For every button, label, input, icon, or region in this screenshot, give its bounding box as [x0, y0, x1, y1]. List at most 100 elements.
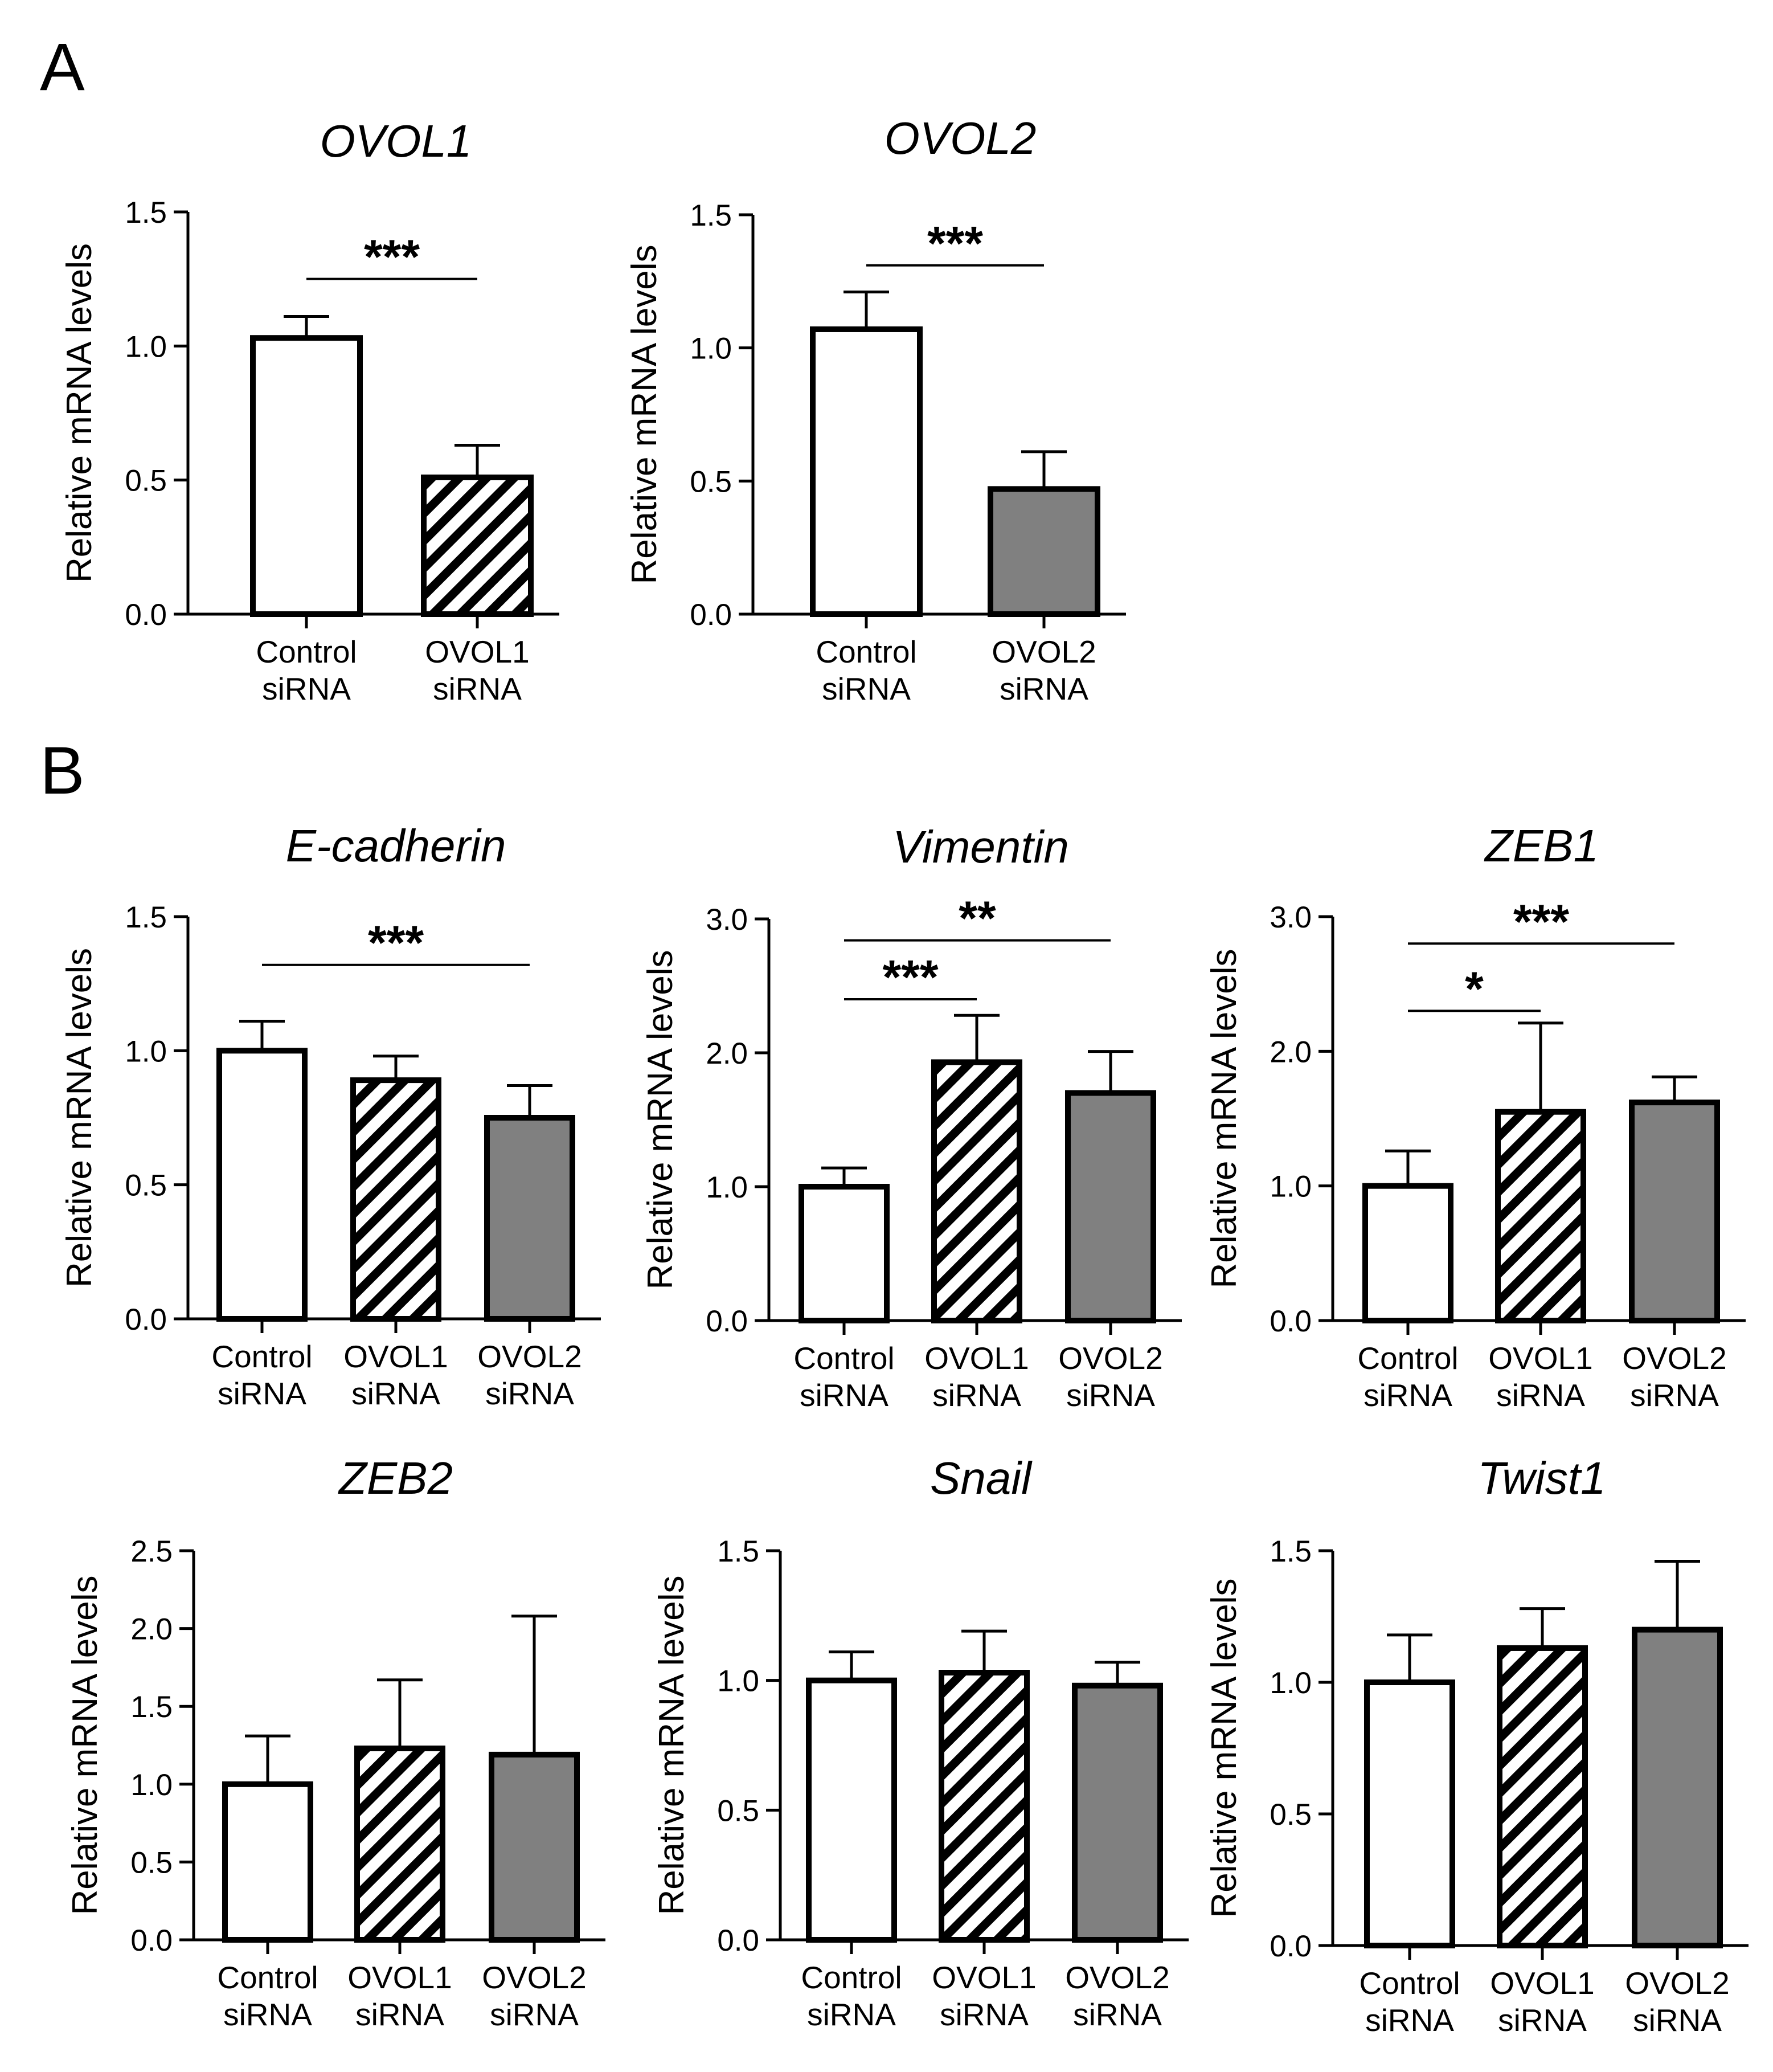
y-axis-label: Relative mRNA levels [625, 244, 664, 584]
x-tick-label: siRNA [351, 1376, 440, 1411]
significance-label: *** [927, 216, 983, 270]
significance-label: *** [882, 950, 938, 1004]
x-tick-label: siRNA [1066, 1378, 1155, 1413]
y-tick-label: 1.0 [690, 332, 732, 366]
bar [1065, 1090, 1156, 1323]
chart-zeb2: ZEB2 Relative mRNA levels 0.0 0.5 1.0 1.5 2.0 2… [65, 1453, 605, 2032]
x-tick-label: OVOL2 [482, 1960, 586, 1995]
bar [1072, 1682, 1163, 1943]
x-tick-label: Control [793, 1341, 894, 1376]
x-tick-label: OVOL1 [924, 1341, 1029, 1376]
y-tick-label: 0.5 [717, 1794, 759, 1828]
bar [222, 1781, 313, 1943]
y-axis-label: Relative mRNA levels [60, 243, 99, 583]
x-tick-label: Control [801, 1960, 902, 1995]
y-tick-label: 0.5 [1270, 1798, 1312, 1832]
x-tick-label: siRNA [1498, 2002, 1587, 2038]
charts-container: OVOL1 Relative mRNA levels 0.0 0.5 1.0 1.5 Con… [60, 113, 1749, 2038]
x-tick-label: OVOL2 [992, 634, 1096, 669]
x-tick-label: OVOL2 [1622, 1341, 1726, 1376]
y-tick-label: 0.0 [125, 598, 167, 632]
bar [489, 1751, 580, 1943]
x-tick-label: Control [816, 634, 916, 669]
y-tick-label: 0.5 [125, 1169, 167, 1203]
x-tick-label: OVOL1 [1488, 1341, 1592, 1376]
x-tick-label: Control [1357, 1341, 1458, 1376]
x-tick-label: siRNA [355, 1997, 444, 2032]
y-tick-label: 2.0 [706, 1037, 748, 1070]
significance-label: * [1465, 962, 1484, 1015]
y-tick-label: 1.5 [717, 1535, 759, 1568]
x-tick-label: siRNA [1365, 2002, 1454, 2038]
y-axis-label: Relative mRNA levels [652, 1575, 691, 1915]
y-tick-label: 0.0 [706, 1305, 748, 1338]
y-tick-label: 0.0 [125, 1303, 167, 1337]
y-tick-label: 3.0 [706, 903, 748, 937]
x-tick-label: OVOL2 [1058, 1341, 1162, 1376]
x-tick-label: OVOL2 [1065, 1960, 1169, 1995]
y-axis-label: Relative mRNA levels [641, 950, 680, 1289]
x-tick-label: siRNA [1633, 2002, 1722, 2038]
bar [350, 1077, 441, 1322]
chart-title: ZEB2 [338, 1453, 453, 1503]
chart-title: ZEB1 [1484, 820, 1599, 871]
y-tick-label: 1.0 [125, 330, 167, 363]
x-tick-label: OVOL1 [1490, 1965, 1594, 2001]
x-tick-label: Control [217, 1960, 318, 1995]
significance-label: *** [1513, 894, 1569, 948]
x-tick-label: siRNA [433, 671, 522, 706]
x-tick-label: OVOL2 [1625, 1965, 1729, 2001]
y-tick-label: 0.0 [130, 1924, 173, 1957]
bar [1364, 1679, 1455, 1948]
x-tick-label: siRNA [822, 671, 911, 706]
chart-title: Vimentin [892, 822, 1069, 872]
x-tick-label: OVOL1 [343, 1339, 448, 1374]
y-tick-label: 1.5 [125, 196, 167, 230]
bar [1629, 1100, 1720, 1323]
chart-ecadherin: E-cadherin Relative mRNA levels 0.0 0.5 1.0 1… [60, 820, 601, 1411]
y-tick-label: 0.5 [125, 464, 167, 498]
x-tick-label: OVOL1 [932, 1960, 1036, 1995]
chart-ovol2: OVOL2 Relative mRNA levels 0.0 0.5 1.0 1.5 Con… [625, 113, 1126, 706]
x-tick-label: Control [211, 1339, 312, 1374]
x-tick-label: Control [256, 634, 357, 669]
panel-label-b: B [40, 733, 85, 808]
significance-label: *** [364, 230, 420, 284]
significance-label: ** [959, 892, 996, 945]
y-tick-label: 0.0 [1270, 1305, 1312, 1338]
y-tick-label: 1.0 [130, 1768, 173, 1802]
y-tick-label: 0.0 [1270, 1930, 1312, 1963]
chart-vimentin: Vimentin Relative mRNA levels 0.0 1.0 2.0 3.0… [641, 822, 1182, 1413]
bar [931, 1059, 1022, 1323]
x-tick-label: siRNA [1073, 1997, 1162, 2032]
x-tick-label: OVOL1 [347, 1960, 452, 1995]
bar [988, 486, 1100, 617]
y-tick-label: 2.0 [130, 1613, 173, 1646]
x-tick-label: siRNA [940, 1997, 1029, 2032]
bar [806, 1677, 897, 1943]
bar [250, 335, 363, 617]
y-axis-label: Relative mRNA levels [60, 948, 99, 1288]
bar [1362, 1183, 1453, 1324]
bar [354, 1745, 445, 1943]
chart-snail: Snail Relative mRNA levels 0.0 0.5 1.0 1.5 Con… [652, 1453, 1189, 2032]
chart-ovol1: OVOL1 Relative mRNA levels 0.0 0.5 1.0 1.5 Con… [60, 116, 559, 706]
chart-title: OVOL2 [885, 113, 1037, 164]
chart-title: Snail [930, 1453, 1033, 1503]
x-tick-label: siRNA [1496, 1378, 1585, 1413]
x-tick-label: siRNA [800, 1378, 888, 1413]
significance-label: *** [368, 916, 424, 970]
y-tick-label: 0.0 [690, 598, 732, 632]
chart-twist1: Twist1 Relative mRNA levels 0.0 0.5 1.0 1.5 Co… [1205, 1453, 1749, 2038]
bar [799, 1184, 890, 1323]
x-tick-label: siRNA [807, 1997, 896, 2032]
chart-title: Twist1 [1477, 1453, 1606, 1503]
y-tick-label: 3.0 [1270, 901, 1312, 934]
bar [484, 1115, 575, 1322]
x-tick-label: OVOL2 [477, 1339, 582, 1374]
y-axis-label: Relative mRNA levels [1205, 1578, 1244, 1918]
y-tick-label: 0.5 [690, 465, 732, 498]
bar [810, 326, 923, 617]
y-tick-label: 1.0 [1270, 1170, 1312, 1204]
